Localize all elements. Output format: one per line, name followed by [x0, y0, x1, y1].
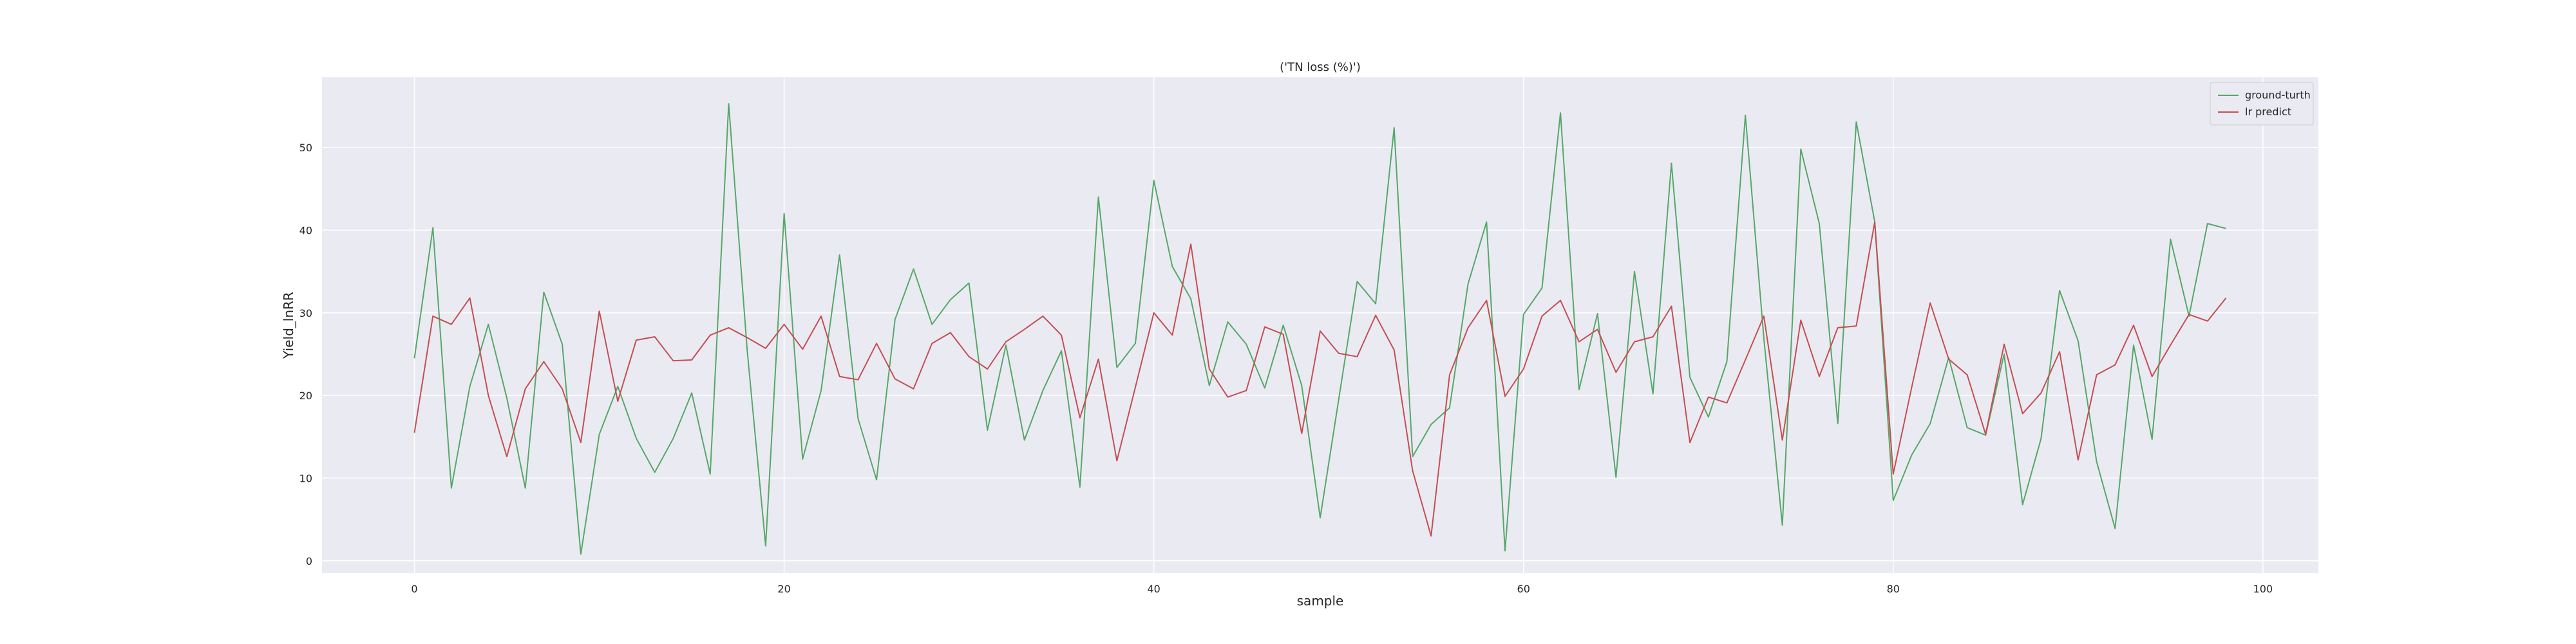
x-tick-label: 40 — [1147, 583, 1160, 595]
grid — [322, 77, 2318, 573]
legend-box — [2210, 82, 2314, 126]
x-tick-labels: 0 20 40 60 80 100 — [411, 583, 2273, 595]
y-tick-label: 40 — [299, 224, 312, 236]
y-tick-labels: 0 10 20 30 40 50 — [299, 142, 312, 567]
series-lines — [413, 103, 2227, 555]
plot-area — [322, 77, 2318, 573]
y-tick-label: 10 — [299, 472, 312, 484]
y-tick-label: 50 — [299, 142, 312, 154]
y-tick-label: 20 — [299, 390, 312, 402]
chart-title: ('TN loss (%)') — [1280, 61, 1361, 74]
y-tick-label: 30 — [299, 307, 312, 319]
legend-label: ground-turth — [2245, 89, 2311, 101]
x-axis-label: sample — [1297, 593, 1344, 609]
x-tick-label: 20 — [777, 583, 790, 595]
y-tick-label: 0 — [306, 555, 312, 567]
legend-label: lr predict — [2245, 106, 2291, 118]
legend: ground-turth lr predict — [2210, 82, 2314, 126]
x-tick-label: 80 — [1887, 583, 1900, 595]
x-tick-label: 100 — [2253, 583, 2273, 595]
x-tick-label: 0 — [411, 583, 417, 595]
x-tick-label: 60 — [1517, 583, 1530, 595]
series-line-ground-turth — [413, 103, 2226, 555]
series-line-lr-predict — [413, 221, 2227, 537]
y-axis-label: Yield_lnRR — [281, 292, 296, 359]
